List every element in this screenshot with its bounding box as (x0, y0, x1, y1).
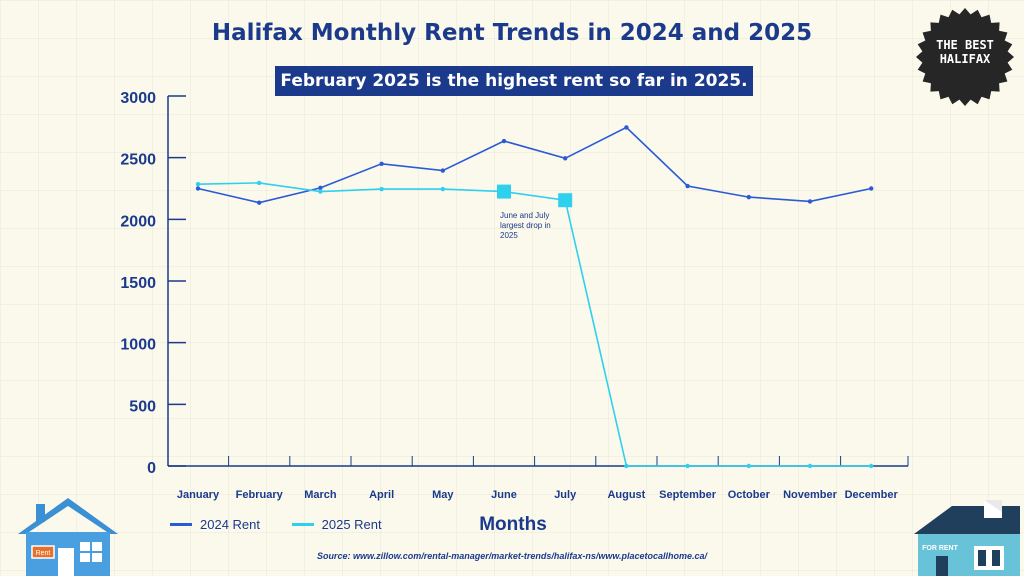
y-tick-label: 1500 (120, 275, 156, 292)
series-line-2024 (197, 126, 872, 204)
data-point-2025 (318, 189, 323, 194)
source-note: Source: www.zillow.com/rental-manager/ma… (316, 551, 708, 561)
data-point-2024 (807, 199, 813, 204)
legend-label-2024: 2024 Rent (200, 517, 260, 532)
x-tick-label: June (491, 489, 517, 501)
y-tick-label: 2000 (120, 213, 156, 230)
x-tick-label: December (845, 489, 899, 501)
chart-subtitle: February 2025 is the highest rent so far… (275, 66, 753, 96)
data-point-2025 (685, 463, 690, 469)
house-right-icon: FOR RENT (914, 500, 1020, 576)
badge-seal-icon (916, 8, 1014, 106)
x-tick-label: September (659, 489, 717, 501)
legend-swatch-2024 (170, 523, 192, 526)
data-point-2024 (440, 168, 445, 173)
y-tick-label: 1000 (120, 337, 156, 354)
x-tick-label: May (432, 489, 454, 501)
for-rent-sign-text: FOR RENT (922, 545, 959, 552)
annotation-text: 2025 (500, 231, 518, 240)
x-tick-label: November (783, 489, 838, 501)
legend-item-2025: 2025 Rent (291, 517, 382, 532)
annotation-text: June and July (500, 211, 549, 220)
data-point-2025 (624, 463, 629, 469)
x-tick-label: February (236, 489, 284, 501)
x-tick-label: August (607, 489, 645, 501)
data-point-2025 (195, 181, 201, 187)
data-point-2024 (746, 194, 751, 200)
data-point-2025 (869, 463, 874, 469)
data-point-2024 (501, 138, 507, 144)
data-point-2025-highlight (497, 184, 511, 199)
badge-line-2: HALIFAX (939, 52, 991, 66)
data-point-2025 (440, 186, 445, 192)
chart-legend: 2024 Rent 2025 Rent (170, 514, 410, 532)
data-point-2024 (379, 161, 384, 167)
data-point-2024 (869, 186, 874, 191)
data-point-2024 (257, 200, 262, 205)
data-point-2024 (624, 125, 629, 130)
x-tick-label: October (728, 489, 771, 501)
data-point-2025 (257, 180, 262, 186)
house-left-icon: Rent (18, 498, 118, 576)
x-tick-label: July (554, 489, 577, 501)
data-point-2025 (379, 186, 384, 192)
rent-sign-text: Rent (36, 550, 51, 557)
annotation-text: largest drop in (500, 221, 551, 230)
data-point-2024 (563, 156, 568, 161)
data-point-2025 (807, 463, 813, 469)
series-line-2025 (197, 182, 872, 467)
y-tick-label: 500 (129, 398, 156, 415)
y-tick-label: 0 (147, 460, 156, 477)
x-tick-label: March (304, 489, 337, 501)
badge-line-1: THE BEST (936, 38, 994, 52)
data-point-2024 (318, 185, 323, 191)
y-tick-label: 3000 (120, 90, 156, 107)
y-tick-label: 2500 (120, 152, 156, 169)
data-point-2024 (195, 186, 201, 191)
legend-item-2024: 2024 Rent (170, 517, 260, 532)
data-point-2025-highlight (558, 193, 573, 208)
data-point-2024 (685, 183, 690, 189)
the-best-halifax-badge: THE BEST HALIFAX (916, 8, 1014, 106)
legend-label-2025: 2025 Rent (321, 517, 382, 532)
x-tick-label: January (177, 489, 220, 501)
x-tick-label: April (369, 489, 394, 501)
chart-title: Halifax Monthly Rent Trends in 2024 and … (211, 20, 813, 46)
legend-swatch-2025 (291, 523, 314, 526)
x-axis-title: Months (479, 514, 547, 535)
data-point-2025 (746, 463, 751, 469)
